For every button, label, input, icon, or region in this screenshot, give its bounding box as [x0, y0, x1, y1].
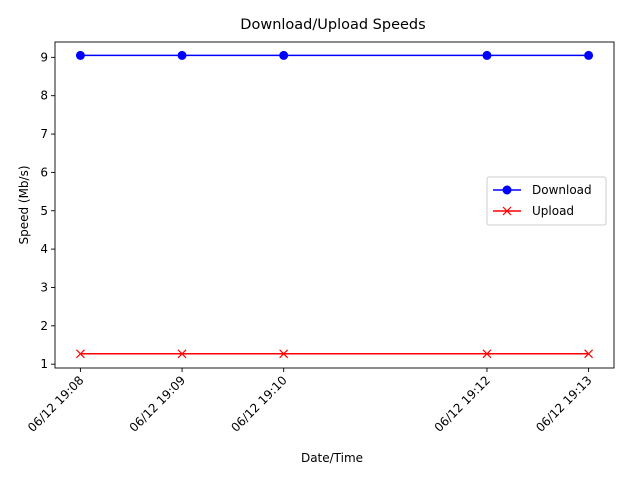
x-marker-stroke [279, 349, 289, 359]
y-tick-label: 2 [40, 319, 48, 333]
legend-box [486, 176, 607, 226]
y-tick-label: 5 [40, 204, 48, 218]
y-tick-label: 9 [40, 50, 48, 64]
chart-title: Download/Upload Speeds [240, 17, 425, 33]
y-tick-label: 3 [40, 280, 48, 294]
legend-marker [502, 206, 512, 216]
legend-marker [502, 185, 512, 195]
data-point [279, 349, 289, 359]
x-tick-label: 06/12 19:12 [432, 373, 494, 435]
data-point [177, 50, 187, 60]
x-marker-stroke [502, 206, 512, 216]
data-point [75, 349, 85, 359]
legend-entry-upload: Upload [493, 204, 574, 218]
y-tick-label: 6 [40, 165, 48, 179]
y-tick-label: 4 [40, 242, 48, 256]
series-upload [75, 349, 594, 359]
y-axis-label: Speed (Mb/s) [17, 165, 31, 244]
x-tick-label: 06/12 19:13 [533, 373, 595, 435]
y-tick-label: 8 [40, 89, 48, 103]
data-point [482, 50, 492, 60]
y-tick-label: 1 [40, 357, 48, 371]
x-marker-stroke [482, 349, 492, 359]
x-axis-label: Date/Time [301, 451, 363, 465]
x-marker-stroke [584, 349, 594, 359]
data-point [584, 50, 594, 60]
data-point [584, 349, 594, 359]
data-point [75, 50, 85, 60]
y-tick-label: 7 [40, 127, 48, 141]
data-point [482, 349, 492, 359]
legend-label: Download [532, 183, 592, 197]
legend: Download Upload [486, 176, 607, 226]
data-point [279, 50, 289, 60]
data-point [177, 349, 187, 359]
plot-frame [54, 41, 615, 369]
legend-label: Upload [532, 204, 574, 218]
legend-entry-download: Download [493, 183, 592, 197]
x-tick-label: 06/12 19:09 [127, 373, 189, 435]
series-download [75, 50, 594, 60]
x-marker-stroke [75, 349, 85, 359]
plot-area: 1 2 3 4 5 6 7 8 9 06/12 19:08 06/12 19:09 06/12 19:… [25, 41, 615, 435]
x-tick-label: 06/12 19:10 [228, 373, 290, 435]
x-tick-label: 06/12 19:08 [25, 373, 87, 435]
x-marker-stroke [177, 349, 187, 359]
